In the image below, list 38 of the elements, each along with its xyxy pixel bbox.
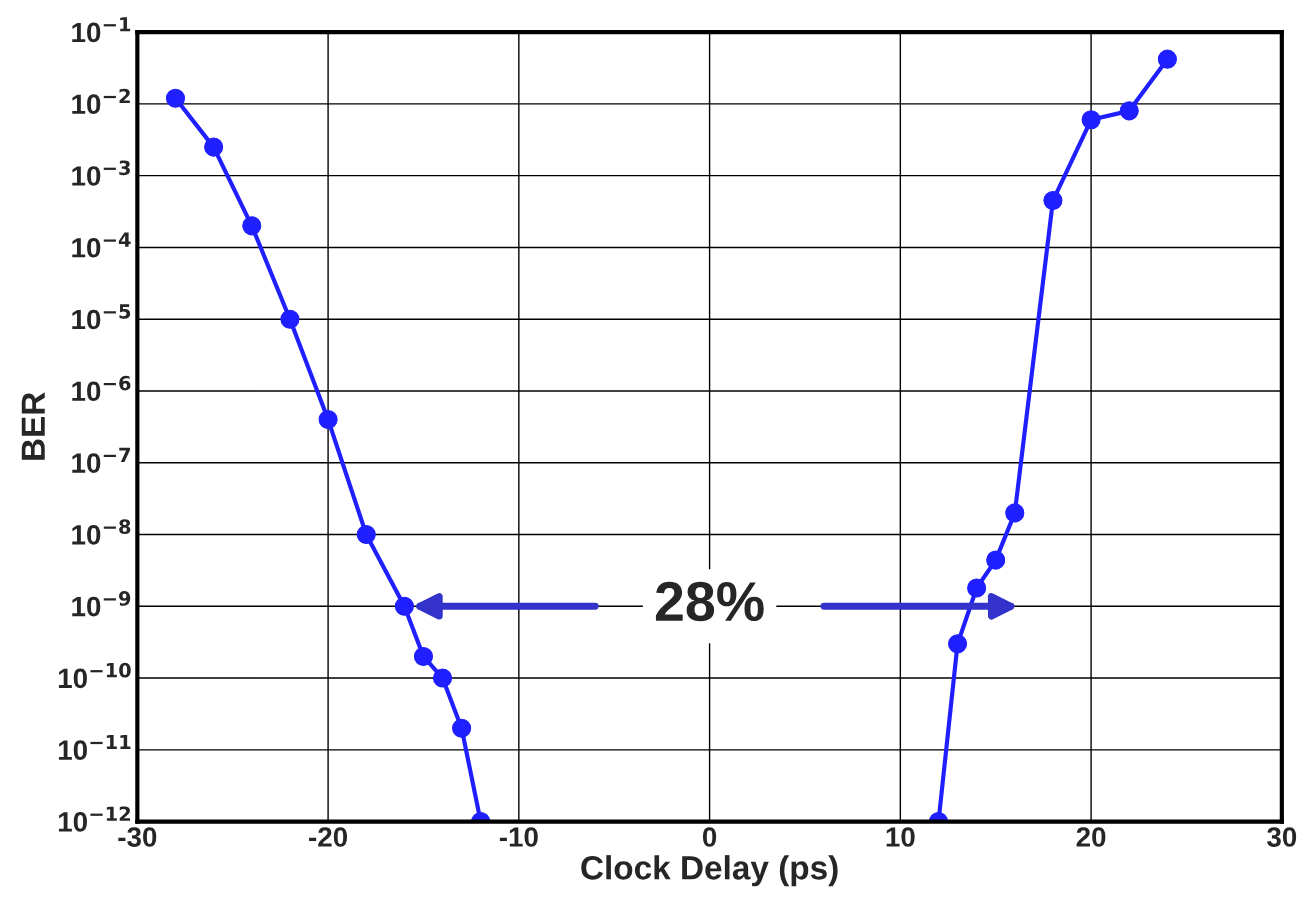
y-tick-label: 10$^{−5}$ [72, 304, 131, 330]
x-axis-title: Clock Delay (ps) [581, 855, 838, 887]
point [967, 578, 987, 598]
point [948, 634, 968, 654]
point [1157, 49, 1177, 69]
point [394, 596, 414, 616]
x-tick-label: 20 [1076, 827, 1106, 847]
x-tick-label: 30 [1267, 827, 1297, 847]
point [1005, 503, 1025, 523]
x-tick-label: -10 [499, 827, 538, 847]
point [1119, 101, 1139, 121]
y-tick-label: 10$^{−6}$ [72, 375, 131, 402]
annotation: 28% [655, 581, 764, 622]
point [452, 718, 472, 738]
point [204, 137, 224, 157]
point [413, 646, 434, 667]
point [242, 216, 262, 236]
y-tick-label: 10$^{−8}$ [72, 519, 131, 545]
point [356, 524, 376, 545]
point [280, 309, 300, 329]
x-tick-label: 10 [886, 827, 915, 847]
point [1081, 110, 1101, 130]
point [432, 668, 453, 688]
y-tick-label: 10$^{−9}$ [72, 591, 131, 617]
y-axis-title: BER [21, 392, 45, 460]
point [1043, 191, 1063, 211]
y-tick-label: 10$^{−7}$ [72, 447, 130, 473]
point [986, 550, 1006, 570]
y-tick-label: 10$^{−3}$ [72, 160, 130, 186]
y-tick-label: 10$^{−1}$ [72, 17, 131, 43]
y-tick-label: 10$^{−10}$ [58, 662, 131, 689]
point [318, 410, 338, 430]
x-tick-label: 0 [702, 827, 717, 847]
x-tick-label: -20 [309, 827, 348, 847]
y-tick-label: 10$^{−11}$ [58, 734, 131, 760]
point [165, 88, 186, 108]
y-tick-label: 10$^{−2}$ [72, 88, 130, 115]
y-tick-label: 10$^{−4}$ [72, 232, 131, 258]
